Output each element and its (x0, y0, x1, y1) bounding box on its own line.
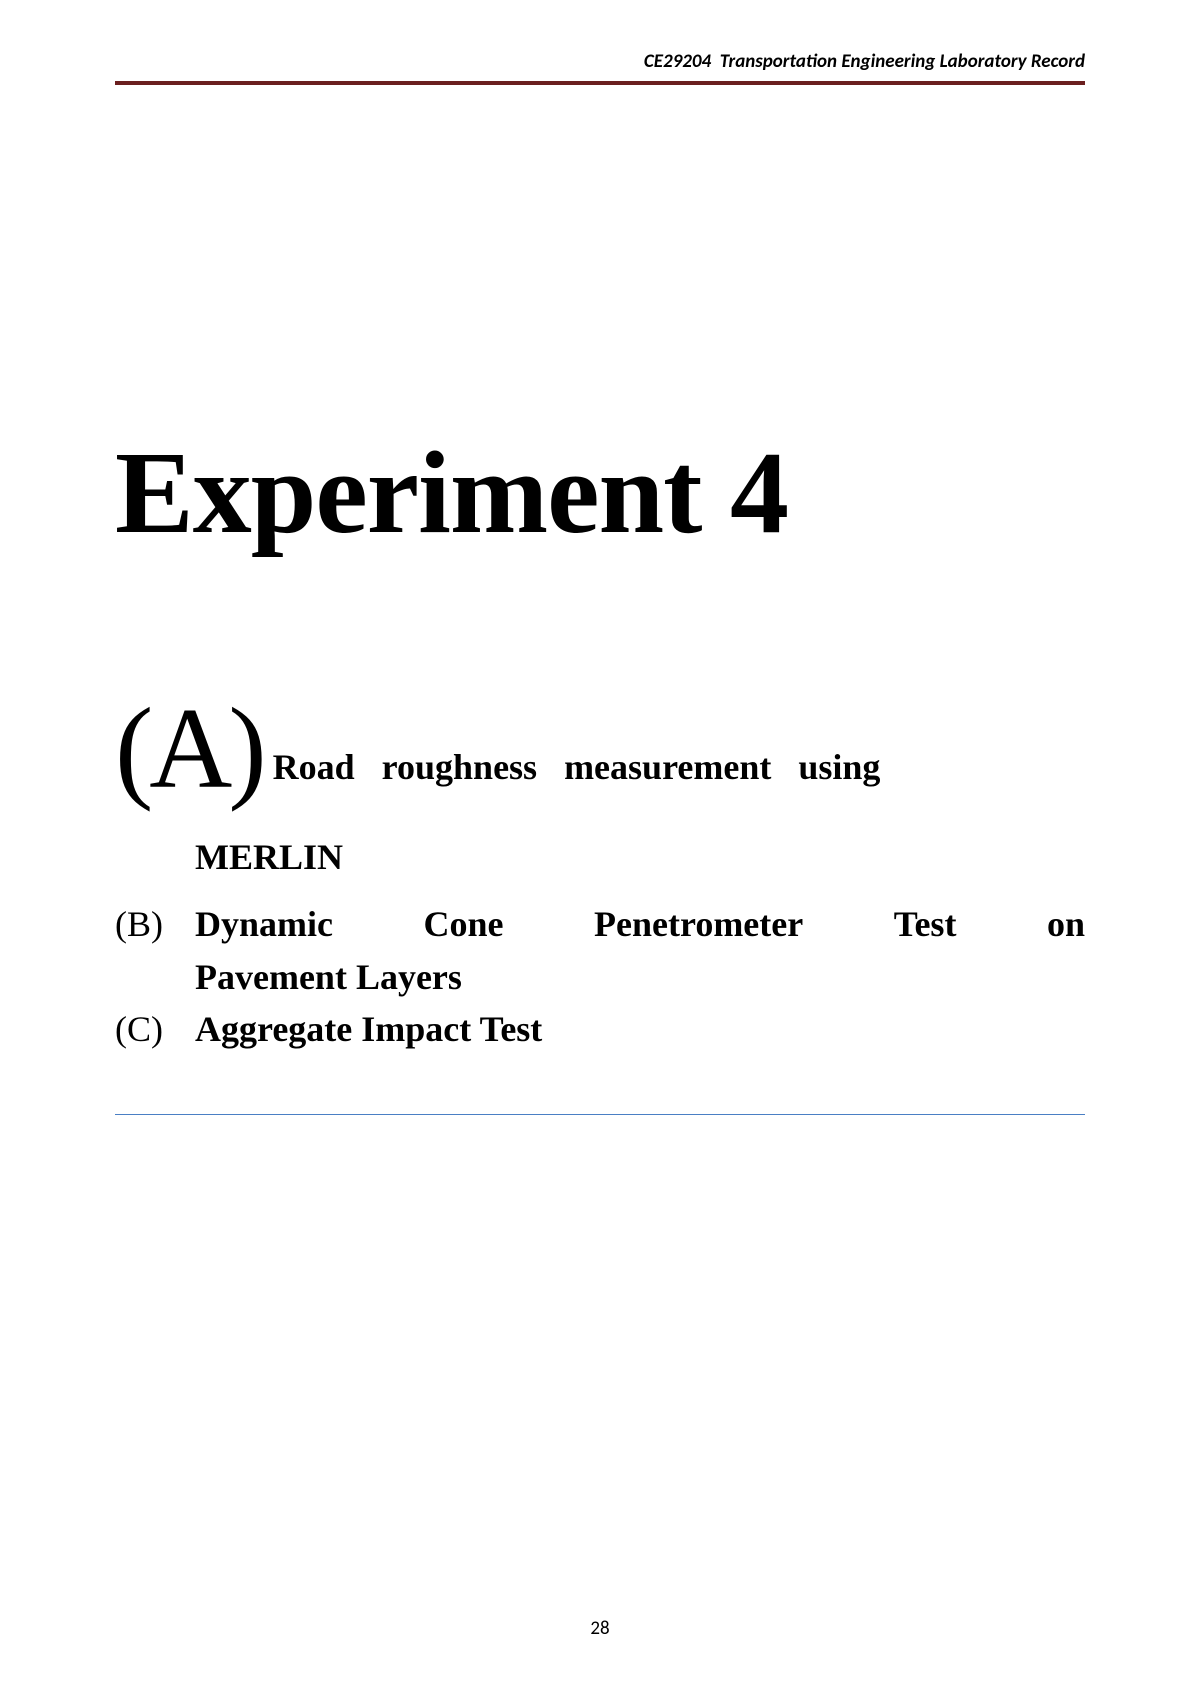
header-rule (115, 81, 1085, 85)
item-b-word2: Cone (424, 900, 504, 949)
item-b-word5: on (1047, 900, 1085, 949)
item-a-text-line2: MERLIN (115, 836, 1085, 878)
item-b-cont: Pavement Layers (115, 953, 1085, 1002)
page-container: CE29204 Transportation Engineering Labor… (0, 0, 1200, 1695)
header-text: CE29204 Transportation Engineering Labor… (115, 50, 1085, 73)
content-list: (A) Road roughness measurement using MER… (115, 691, 1085, 1054)
item-c-label: (C) (115, 1005, 195, 1054)
item-b-label: (B) (115, 900, 195, 949)
item-b-word4: Test (894, 900, 957, 949)
item-b-word3: Penetrometer (594, 900, 803, 949)
course-code: CE29204 (644, 50, 711, 73)
main-title: Experiment 4 (115, 425, 1085, 561)
page-number: 28 (0, 1617, 1200, 1640)
header-title: Transportation Engineering Laboratory Re… (720, 50, 1085, 73)
bottom-rule (115, 1114, 1085, 1115)
item-b-spacer (115, 953, 195, 1002)
item-b-text-line1: Dynamic Cone Penetrometer Test on (195, 900, 1085, 949)
item-a-label: (A) (115, 691, 263, 806)
item-b: (B) Dynamic Cone Penetrometer Test on (115, 900, 1085, 949)
item-b-text-line2: Pavement Layers (195, 953, 1085, 1002)
item-b-word1: Dynamic (195, 900, 333, 949)
item-a: (A) Road roughness measurement using (115, 691, 1085, 806)
item-c: (C) Aggregate Impact Test (115, 1005, 1085, 1054)
item-c-text: Aggregate Impact Test (195, 1005, 1085, 1054)
item-a-text-line1: Road roughness measurement using (273, 746, 1085, 806)
